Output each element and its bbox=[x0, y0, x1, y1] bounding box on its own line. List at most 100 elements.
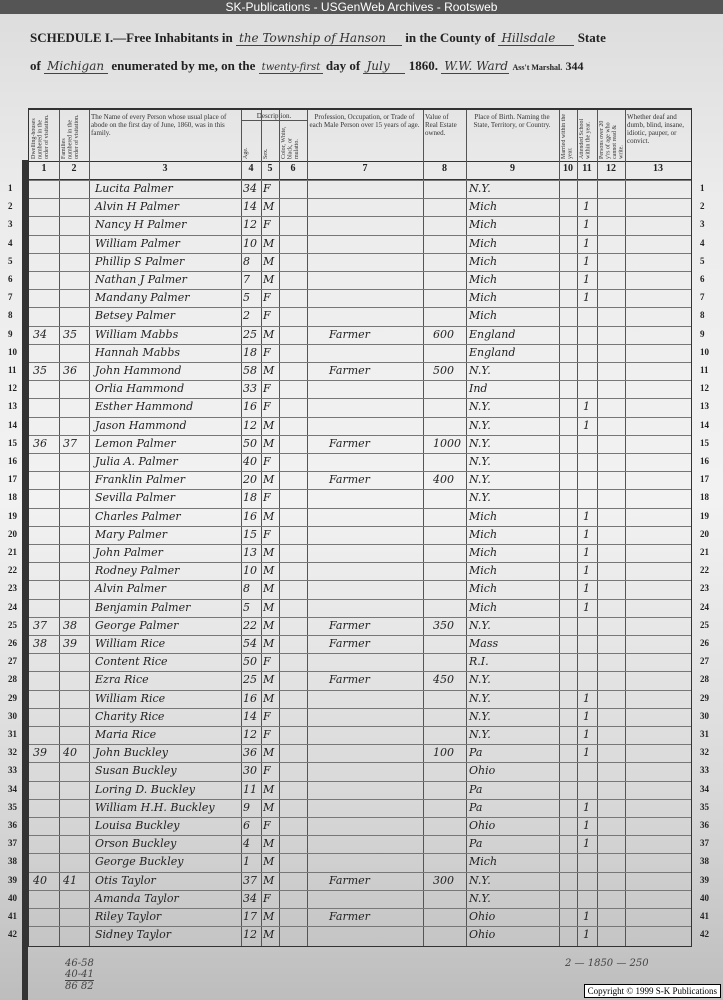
cell-name: Esther Hammond bbox=[95, 400, 194, 414]
cell-age: 40 bbox=[243, 455, 257, 468]
cell-sex: F bbox=[263, 218, 271, 232]
cell-age: 18 bbox=[243, 491, 257, 505]
cell-sex: F bbox=[263, 728, 271, 741]
table-row: Ezra Rice 25 M Farmer 450 N.Y. bbox=[29, 671, 691, 690]
table-row: Julia A. Palmer 40 F N.Y. bbox=[29, 453, 691, 472]
cell-name: Phillip S Palmer bbox=[95, 254, 185, 268]
cell-birth: Mich bbox=[469, 254, 498, 268]
line-number-left: 23 bbox=[8, 583, 17, 594]
county-label: in the County of bbox=[405, 30, 496, 45]
cell-sex: M bbox=[263, 254, 275, 268]
line-number-right: 20 bbox=[700, 528, 709, 539]
cell-age: 12 bbox=[243, 218, 257, 232]
cell-birth: N.Y. bbox=[469, 673, 491, 687]
cell-sex: M bbox=[263, 327, 275, 341]
cell-name: Lucita Palmer bbox=[95, 182, 173, 195]
cell-name: John Buckley bbox=[95, 746, 168, 760]
cell-birth: N.Y. bbox=[469, 618, 491, 632]
column-header: Attended School within the year. bbox=[579, 118, 592, 159]
cell-f: 35 bbox=[63, 327, 77, 341]
cell-age: 36 bbox=[243, 746, 257, 760]
line-number-right: 34 bbox=[700, 783, 709, 794]
cell-birth: Pa bbox=[469, 746, 483, 760]
cell-birth: Pa bbox=[469, 837, 483, 851]
column-divider bbox=[466, 110, 467, 946]
cell-age: 34 bbox=[243, 182, 257, 195]
watermark-banner: SK-Publications - USGenWeb Archives - Ro… bbox=[0, 0, 723, 14]
cell-birth: Mich bbox=[469, 600, 498, 614]
line-number-left: 2 bbox=[8, 201, 13, 212]
line-number-left: 26 bbox=[8, 638, 17, 648]
line-number-right: 2 bbox=[700, 201, 705, 212]
column-header: The Name of every Person whose usual pla… bbox=[91, 113, 227, 137]
cell-name: Hannah Mabbs bbox=[95, 345, 181, 359]
line-number-left: 6 bbox=[8, 274, 13, 284]
cell-school: 1 bbox=[583, 546, 590, 559]
cell-age: 33 bbox=[243, 382, 257, 396]
cell-name: Riley Taylor bbox=[95, 910, 162, 923]
description-header: Description. bbox=[241, 112, 307, 121]
of-label: of bbox=[30, 58, 41, 73]
line-number-right: 32 bbox=[700, 747, 709, 758]
cell-sex: F bbox=[263, 491, 271, 505]
cell-sex: F bbox=[263, 891, 271, 905]
line-number-right: 17 bbox=[700, 474, 709, 485]
header-divider bbox=[29, 161, 691, 162]
cell-age: 25 bbox=[243, 327, 257, 341]
cell-birth: Mich bbox=[469, 273, 498, 286]
cell-school: 1 bbox=[583, 800, 590, 814]
line-number-left: 41 bbox=[8, 911, 17, 921]
table-row: Rodney Palmer 10 M Mich 1 bbox=[29, 562, 691, 581]
line-number-left: 35 bbox=[8, 801, 17, 812]
cell-age: 50 bbox=[243, 655, 257, 669]
cell-d: 38 bbox=[33, 637, 47, 650]
table-row: Sevilla Palmer 18 F N.Y. bbox=[29, 489, 691, 508]
column-number: 12 bbox=[606, 163, 616, 174]
cell-birth: Mich bbox=[469, 855, 498, 869]
cell-name: Content Rice bbox=[95, 655, 168, 669]
table-row: Benjamin Palmer 5 M Mich 1 bbox=[29, 598, 691, 618]
line-number-left: 30 bbox=[8, 710, 17, 721]
cell-age: 25 bbox=[243, 673, 257, 687]
cell-d: 39 bbox=[33, 746, 47, 760]
cell-school: 1 bbox=[583, 254, 590, 268]
table-row: William H.H. Buckley 9 M Pa 1 bbox=[29, 798, 691, 818]
census-table: Description. Dwelling-houses numbered in… bbox=[28, 108, 692, 947]
cell-name: William Palmer bbox=[95, 236, 180, 250]
cell-sex: M bbox=[263, 618, 275, 632]
cell-name: Alvin Palmer bbox=[95, 582, 166, 596]
cell-name: Lemon Palmer bbox=[95, 436, 176, 450]
cell-birth: Mich bbox=[469, 564, 498, 578]
cell-name: John Hammond bbox=[95, 364, 182, 377]
cell-sex: M bbox=[263, 600, 275, 614]
cell-sex: M bbox=[263, 436, 275, 450]
cell-sex: F bbox=[263, 382, 271, 396]
cell-sex: M bbox=[263, 473, 275, 487]
cell-school: 1 bbox=[583, 218, 590, 232]
cell-f: 38 bbox=[63, 618, 77, 632]
table-row: 36 37 Lemon Palmer 50 M Farmer 1000 N.Y. bbox=[29, 434, 691, 454]
table-row: Orson Buckley 4 M Pa 1 bbox=[29, 835, 691, 854]
cell-name: William Rice bbox=[95, 637, 166, 650]
table-row: Riley Taylor 17 M Farmer Ohio 1 bbox=[29, 908, 691, 927]
cell-name: Franklin Palmer bbox=[95, 473, 185, 487]
table-row: Orlia Hammond 33 F Ind bbox=[29, 380, 691, 399]
cell-age: 11 bbox=[243, 782, 257, 796]
cell-school: 1 bbox=[583, 837, 590, 851]
column-divider bbox=[59, 110, 60, 946]
line-number-right: 37 bbox=[700, 838, 709, 849]
cell-birth: Mich bbox=[469, 509, 498, 523]
cell-age: 30 bbox=[243, 764, 257, 778]
column-divider bbox=[577, 110, 578, 946]
cell-val: 100 bbox=[433, 746, 454, 760]
column-header: Persons over 20 y'rs of age who cannot r… bbox=[599, 120, 625, 159]
table-row: Susan Buckley 30 F Ohio bbox=[29, 762, 691, 781]
cell-age: 12 bbox=[243, 928, 257, 942]
column-header: Place of Birth. Naming the State, Territ… bbox=[473, 113, 551, 129]
cell-sex: F bbox=[263, 291, 271, 305]
tally-line: 86 82 bbox=[65, 981, 94, 992]
cell-age: 2 bbox=[243, 309, 250, 323]
cell-age: 22 bbox=[243, 618, 257, 632]
cell-birth: N.Y. bbox=[469, 455, 491, 468]
cell-age: 18 bbox=[243, 345, 257, 359]
